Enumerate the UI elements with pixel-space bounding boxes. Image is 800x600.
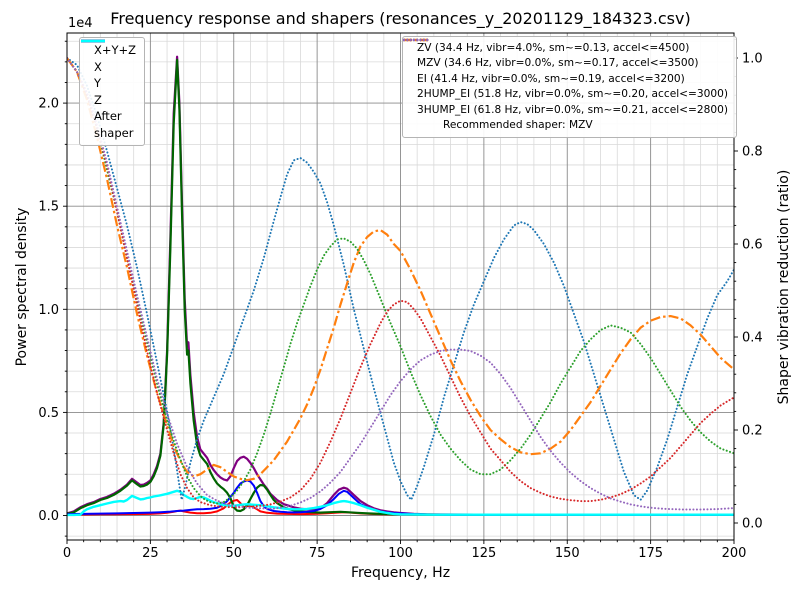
y-right-tick-label: 0.0 bbox=[742, 517, 763, 532]
y-left-tick-label: 2.0 bbox=[38, 97, 59, 112]
legend-item-label: Recommended shaper: MZV bbox=[443, 119, 593, 132]
legend-item: ZV (34.4 Hz, vibr=4.0%, sm~=0.13, accel<… bbox=[403, 38, 728, 56]
x-tick-label: 200 bbox=[722, 546, 747, 561]
chart-title: Frequency response and shapers (resonanc… bbox=[110, 9, 691, 28]
x-tick-label: 100 bbox=[388, 546, 413, 561]
series-psd_sum bbox=[67, 55, 734, 516]
y-right-axis-label: Shaper vibration reduction (ratio) bbox=[776, 169, 792, 405]
x-tick-label: 175 bbox=[638, 546, 663, 561]
legend-item: MZV (34.6 Hz, vibr=0.0%, sm~=0.17, accel… bbox=[404, 38, 728, 71]
y-left-tick-label: 1.0 bbox=[38, 303, 59, 318]
tick-labels: 0 25 50 75 100 125 150 175 200 0.0 0.5 1.0 1.5 2.0 0.0… bbox=[38, 52, 762, 562]
legend-item-label: X+Y+Z bbox=[94, 43, 137, 57]
legend-item: After shaper bbox=[81, 39, 136, 141]
y-right-tick-label: 0.8 bbox=[742, 145, 763, 160]
legend-item: X+Y+Z bbox=[81, 39, 137, 59]
legend-item-label: EI (41.4 Hz, vibr=0.0%, sm~=0.19, accel<… bbox=[417, 72, 685, 85]
legend-item-label: 2HUMP_EI (51.8 Hz, vibr=0.0%, sm~=0.20, … bbox=[417, 88, 728, 101]
series-ei bbox=[67, 57, 734, 505]
series-layer bbox=[67, 55, 734, 517]
y-left-tick-label: 0.0 bbox=[38, 509, 59, 524]
legend-item-label: ZV (34.4 Hz, vibr=4.0%, sm~=0.13, accel<… bbox=[417, 42, 690, 54]
y-right-tick-label: 1.0 bbox=[742, 52, 763, 67]
legend-psd: X+Y+Z X Y Z After shaper bbox=[79, 37, 146, 146]
legend-item: EI (41.4 Hz, vibr=0.0%, sm~=0.19, accel<… bbox=[403, 38, 728, 87]
y-right-tick-label: 0.4 bbox=[742, 331, 763, 346]
series-zv bbox=[67, 57, 734, 501]
legend-item: 3HUMP_EI (61.8 Hz, vibr=0.0%, sm~=0.21, … bbox=[403, 38, 728, 118]
recommended-shaper-note: Recommended shaper: MZV bbox=[410, 118, 728, 133]
x-tick-label: 0 bbox=[63, 546, 71, 561]
series-after_shaper bbox=[67, 489, 734, 517]
legend-item: 2HUMP_EI (51.8 Hz, vibr=0.0%, sm~=0.20, … bbox=[403, 38, 728, 102]
y-right-tick-label: 0.6 bbox=[742, 238, 763, 253]
legend-item-label: After shaper bbox=[94, 109, 134, 140]
series-hump3 bbox=[67, 57, 734, 511]
series-mzv bbox=[67, 57, 734, 482]
legend-item: Y bbox=[81, 39, 136, 92]
x-tick-label: 25 bbox=[142, 546, 159, 561]
legend-item-label: Z bbox=[94, 92, 102, 107]
legend-item: Z bbox=[81, 39, 136, 109]
legend-item-label: MZV (34.6 Hz, vibr=0.0%, sm~=0.17, accel… bbox=[417, 57, 699, 70]
legend-swatch-after_shaper bbox=[81, 39, 105, 43]
y-left-axis-label: Power spectral density bbox=[14, 207, 30, 367]
y-right-tick-label: 0.2 bbox=[742, 424, 763, 439]
x-tick-label: 75 bbox=[309, 546, 326, 561]
legend-item-label: 3HUMP_EI (61.8 Hz, vibr=0.0%, sm~=0.21, … bbox=[417, 103, 728, 116]
x-tick-label: 150 bbox=[555, 546, 580, 561]
legend-item-label: X bbox=[94, 59, 102, 74]
legend-swatch-hump3 bbox=[403, 38, 429, 42]
legend-item: X bbox=[81, 39, 136, 76]
x-tick-label: 125 bbox=[471, 546, 496, 561]
y-left-tick-label: 1.5 bbox=[38, 200, 59, 215]
x-tick-label: 50 bbox=[225, 546, 242, 561]
tick-layer bbox=[63, 38, 738, 544]
legend-item-label: Y bbox=[94, 76, 102, 90]
series-psd_y bbox=[67, 58, 734, 516]
legend-shapers: ZV (34.4 Hz, vibr=4.0%, sm~=0.13, accel<… bbox=[402, 36, 737, 139]
x-axis-label: Frequency, Hz bbox=[350, 565, 451, 581]
y-axis-offset-label: 1e4 bbox=[68, 16, 93, 31]
y-left-tick-label: 0.5 bbox=[38, 406, 59, 421]
